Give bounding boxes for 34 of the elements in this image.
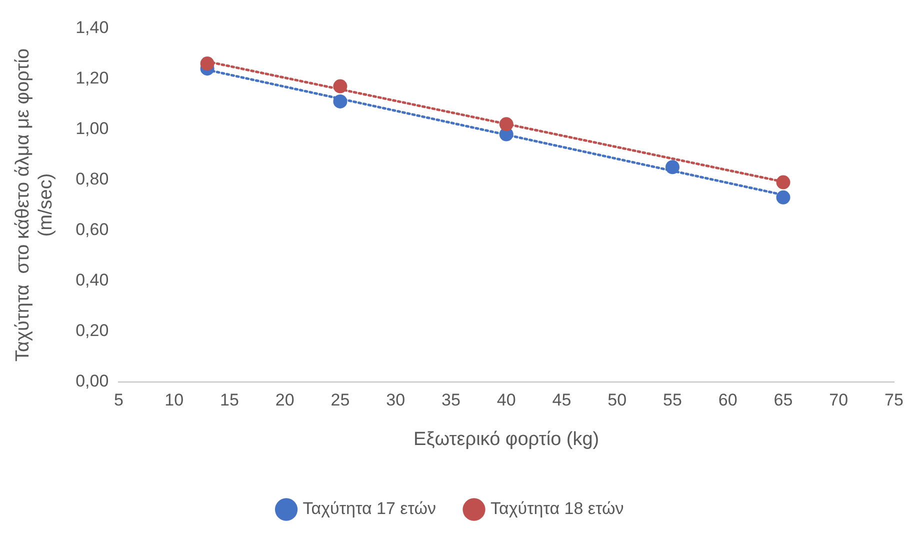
x-tick-label: 65 — [774, 390, 793, 410]
y-axis-title: Ταχύτητα στο κάθετο άλμα με φορτίο (m/sec) — [12, 48, 56, 362]
y-tick-label: 1,20 — [76, 68, 109, 88]
y-tick-label: 0,40 — [76, 270, 109, 290]
point — [333, 79, 348, 94]
x-tick-label: 15 — [220, 390, 239, 410]
point — [665, 160, 680, 174]
x-tick-label: 60 — [718, 390, 738, 410]
x-tick-label: 20 — [275, 390, 294, 410]
x-tick-label: 45 — [552, 390, 572, 410]
x-tick-label: 30 — [386, 390, 406, 410]
x-tick-label: 25 — [330, 390, 350, 410]
point — [499, 117, 514, 132]
y-tick-label: 0,60 — [76, 220, 109, 239]
y-tick-label: 1,40 — [76, 18, 109, 37]
legend-label: Ταχύτητα 18 ετών — [490, 499, 624, 518]
x-tick-label: 10 — [164, 390, 184, 410]
x-tick-label: 70 — [829, 390, 848, 410]
y-tick-label: 0,00 — [76, 371, 109, 390]
x-tick-label: 5 — [114, 390, 124, 410]
y-tick-label: 0,20 — [76, 320, 109, 340]
x-tick-label: 50 — [608, 390, 627, 410]
point — [776, 175, 790, 190]
point — [200, 56, 214, 71]
point — [776, 190, 790, 204]
y-tick-label: 0,80 — [76, 169, 109, 188]
x-tick-label: 75 — [884, 390, 904, 410]
legend-label: Ταχύτητα 17 ετών — [302, 499, 436, 518]
x-tick-label: 40 — [496, 390, 516, 410]
point — [333, 94, 348, 108]
x-axis-title: Εξωτερικό φορτίο (kg) — [414, 428, 600, 450]
x-tick-label: 35 — [442, 390, 460, 410]
y-tick-label: 1,00 — [76, 118, 109, 138]
x-tick-label: 55 — [663, 390, 682, 410]
